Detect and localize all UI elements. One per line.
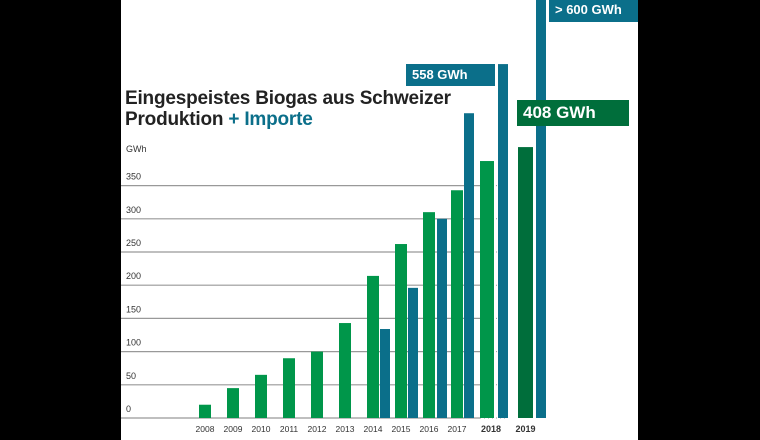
x-tick-label: 2013 <box>336 424 355 434</box>
x-tick-label: 2016 <box>420 424 439 434</box>
bar-production-2011 <box>283 358 295 418</box>
chart-title-production: Produktion <box>125 109 224 130</box>
chart-title-imports: + Importe <box>228 109 313 130</box>
bar-production-2009 <box>227 388 239 418</box>
x-tick-label: 2017 <box>448 424 467 434</box>
y-tick-label: 50 <box>126 371 136 381</box>
bar-imports-2015 <box>408 287 418 418</box>
annotation-2019-production: 408 GWh <box>517 100 629 126</box>
chart-panel <box>121 0 638 440</box>
x-tick-label: 2010 <box>252 424 271 434</box>
bar-production-2013 <box>339 323 351 418</box>
x-tick-label: 2015 <box>392 424 411 434</box>
x-tick-label: 2012 <box>308 424 327 434</box>
x-tick-label: 2018 <box>481 424 501 434</box>
bar-production-2019 <box>518 147 533 418</box>
bar-imports-2019 <box>536 0 546 418</box>
bar-production-2018 <box>480 161 494 419</box>
y-axis-label: GWh <box>126 144 147 154</box>
chart-title-line1: Eingespeistes Biogas aus Schweizer <box>125 88 451 109</box>
y-tick-label: 150 <box>126 304 141 314</box>
bar-production-2012 <box>311 351 323 418</box>
bar-production-2016 <box>423 212 435 418</box>
bar-imports-2018 <box>498 64 508 418</box>
bar-imports-2016 <box>437 218 447 418</box>
y-tick-label: 0 <box>126 404 131 414</box>
y-tick-label: 100 <box>126 338 141 348</box>
bar-production-2017 <box>451 190 463 418</box>
bar-production-2008 <box>199 404 211 418</box>
x-tick-label: 2008 <box>196 424 215 434</box>
y-tick-label: 250 <box>126 238 141 248</box>
y-tick-label: 300 <box>126 205 141 215</box>
bar-imports-2017 <box>464 113 474 418</box>
x-tick-label: 2009 <box>224 424 243 434</box>
y-tick-label: 350 <box>126 172 141 182</box>
annotation-2018-total: 558 GWh <box>406 64 495 86</box>
x-tick-label: 2014 <box>364 424 383 434</box>
x-tick-label: 2019 <box>515 424 535 434</box>
bar-imports-2014 <box>380 329 390 418</box>
bar-production-2015 <box>395 244 407 418</box>
bar-production-2010 <box>255 374 267 418</box>
annotation-2019-total: > 600 GWh <box>549 0 638 22</box>
x-tick-label: 2011 <box>280 424 299 434</box>
y-tick-label: 200 <box>126 271 141 281</box>
bar-production-2014 <box>367 275 379 418</box>
